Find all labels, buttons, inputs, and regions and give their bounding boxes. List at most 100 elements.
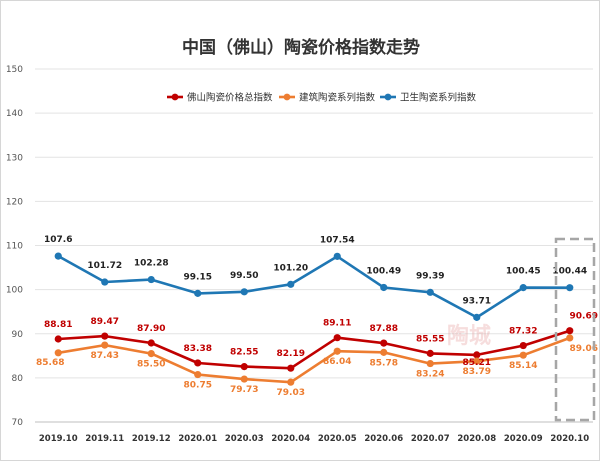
x-tick-label: 2019.12: [132, 434, 171, 444]
data-label: 87.90: [137, 324, 165, 334]
data-point: [147, 339, 155, 347]
data-label: 107.6: [44, 235, 72, 245]
y-tick-label: 110: [6, 242, 23, 252]
data-label: 100.45: [506, 267, 541, 277]
data-point: [519, 341, 527, 350]
data-point: [519, 351, 527, 359]
data-point: [566, 334, 574, 342]
y-tick-label: 100: [6, 286, 23, 296]
data-point: [54, 349, 62, 357]
data-label: 79.73: [230, 385, 258, 395]
data-label: 85.55: [416, 334, 444, 344]
data-point: [473, 313, 481, 321]
data-point: [287, 378, 295, 386]
data-label: 89.11: [323, 319, 351, 329]
data-point: [287, 280, 295, 288]
series-line-2: [57, 254, 570, 319]
data-point: [473, 351, 481, 359]
data-label: 85.21: [463, 358, 491, 368]
x-tick-label: 2020.06: [364, 434, 403, 444]
series-group: [54, 252, 574, 386]
y-axis-ticks: 70 80 90 100 110 120 130 140 150: [6, 65, 23, 428]
grid-lines: [35, 68, 593, 423]
legend-label: 卫生陶瓷系列指数: [400, 92, 477, 104]
data-label: 101.20: [273, 263, 308, 273]
data-label: 83.79: [463, 367, 491, 377]
data-label: 89.47: [91, 317, 119, 327]
data-point: [194, 289, 202, 297]
data-point: [426, 288, 434, 296]
x-tick-label: 2019.10: [39, 434, 78, 444]
data-label: 99.50: [230, 271, 258, 281]
data-label: 79.03: [277, 388, 305, 398]
x-tick-label: 2020.03: [225, 434, 264, 444]
data-point: [194, 370, 202, 379]
data-label: 100.44: [552, 267, 587, 277]
data-point: [380, 283, 388, 292]
x-tick-label: 2020.10: [550, 434, 589, 444]
x-tick-label: 2020.05: [318, 434, 357, 444]
y-tick-label: 140: [6, 109, 23, 119]
data-point: [287, 364, 295, 372]
data-point: [333, 347, 341, 355]
data-point: [240, 375, 248, 383]
data-point: [101, 278, 109, 286]
y-tick-label: 130: [6, 153, 23, 163]
data-point: [54, 252, 62, 260]
data-point: [519, 284, 527, 292]
y-tick-label: 90: [12, 330, 24, 340]
data-label: 87.88: [370, 324, 398, 334]
data-point: [147, 275, 155, 284]
data-label: 107.54: [320, 235, 355, 245]
data-point: [333, 334, 341, 342]
series-line-0: [58, 329, 571, 370]
data-label: 85.14: [509, 361, 537, 371]
x-tick-label: 2019.11: [85, 434, 124, 444]
y-tick-label: 120: [6, 197, 23, 207]
data-label: 82.55: [230, 348, 258, 358]
data-point: [240, 363, 248, 371]
data-label: 88.81: [44, 320, 72, 330]
y-tick-label: 150: [6, 65, 23, 75]
legend: 佛山陶瓷价格总指数 建筑陶瓷系列指数 卫生陶瓷系列指数: [167, 92, 477, 104]
legend-label: 建筑陶瓷系列指数: [299, 92, 376, 104]
data-label: 90.69: [570, 312, 598, 322]
legend-swatch-marker: [283, 93, 291, 101]
data-point: [147, 350, 155, 358]
x-tick-label: 2020.08: [457, 434, 496, 444]
data-label: 89.06: [570, 344, 598, 354]
watermark-logo: 陶城: [447, 323, 491, 349]
series-line-1: [58, 336, 571, 384]
data-label: 87.32: [509, 327, 537, 337]
data-label: 99.15: [184, 272, 212, 282]
y-tick-label: 70: [12, 418, 24, 428]
highlight-dashed-box: [554, 237, 596, 422]
chart-title: 中国（佛山）陶瓷价格指数走势: [182, 37, 420, 58]
data-label: 101.72: [87, 261, 122, 271]
data-point: [101, 332, 109, 340]
data-label: 83.24: [416, 370, 444, 380]
x-tick-label: 2020.07: [411, 434, 450, 444]
data-label: 85.78: [370, 358, 398, 368]
data-point: [380, 348, 388, 356]
data-point: [473, 357, 481, 365]
data-point: [566, 284, 574, 292]
data-label: 87.43: [91, 351, 119, 361]
data-label: 80.75: [184, 381, 212, 391]
data-point: [426, 359, 434, 368]
data-label: 82.19: [277, 349, 305, 359]
data-point: [426, 349, 434, 357]
data-point: [566, 327, 574, 335]
legend-label: 佛山陶瓷价格总指数: [187, 92, 273, 104]
data-label: 100.49: [366, 266, 401, 276]
data-label: 83.38: [184, 344, 212, 354]
legend-swatch-marker: [384, 93, 392, 101]
data-label: 102.28: [134, 259, 169, 269]
data-point: [101, 341, 109, 349]
data-label: 86.04: [323, 357, 351, 367]
data-point: [380, 339, 388, 347]
x-axis-ticks: 2019.10 2019.11 2019.12 2020.01 2020.03 2020.…: [39, 434, 589, 444]
x-tick-label: 2020.01: [178, 434, 217, 444]
